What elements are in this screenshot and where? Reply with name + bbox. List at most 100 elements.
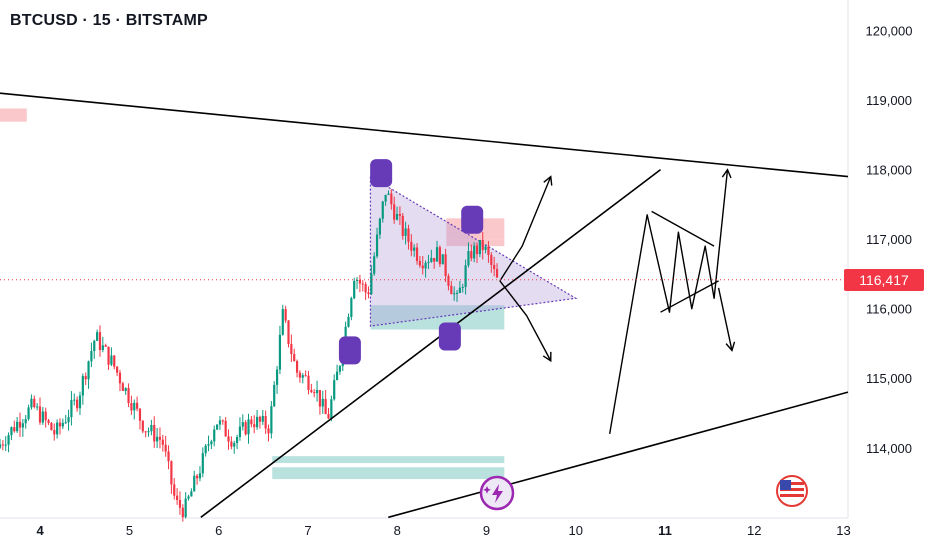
candle-body [490, 254, 493, 265]
candle-body [495, 268, 499, 278]
us-flag-icon[interactable] [776, 475, 808, 507]
candle-body [404, 228, 407, 236]
candle-body [193, 475, 196, 492]
projection-arrow [499, 280, 552, 362]
candle-body [367, 292, 370, 295]
y-tick-label: 116,000 [866, 302, 912, 317]
price-axis[interactable]: 114,000 115,000 116,000 117,000 118,000 119,0… [866, 24, 913, 456]
candle-body [430, 257, 433, 262]
candle-body [493, 264, 496, 269]
candle-body [113, 355, 116, 367]
candle-body [38, 406, 42, 423]
candle-body [290, 344, 293, 355]
candle-body [398, 213, 401, 216]
x-tick-label: 11 [658, 523, 672, 538]
y-tick-label: 119,000 [866, 93, 912, 108]
demand-zone [272, 456, 505, 464]
candle-body [218, 420, 222, 425]
candle-body [244, 422, 247, 435]
candle-body [207, 444, 210, 446]
candle-body [241, 422, 244, 427]
candle-body [384, 194, 387, 202]
candle-body [444, 254, 447, 277]
candle-body [213, 429, 216, 442]
candle-body [0, 444, 2, 448]
time-axis[interactable]: 4 5 6 7 8 9 10 11 12 13 [37, 523, 851, 538]
candle-body [224, 420, 227, 437]
candle-body [433, 257, 436, 262]
candle-body [370, 273, 373, 295]
swing-marker [461, 205, 484, 234]
candle-body [10, 427, 13, 436]
x-tick-label: 13 [836, 523, 850, 538]
candle-body [198, 473, 202, 479]
candle-body [30, 398, 33, 408]
candle-body [450, 285, 453, 295]
candle-body [327, 414, 330, 419]
candle-body [41, 411, 44, 423]
candle-body [453, 293, 456, 295]
zones-layer [0, 108, 505, 480]
projection-arrow [608, 169, 729, 434]
candle-body [147, 431, 150, 433]
candle-body [118, 372, 122, 384]
candle-body [258, 416, 262, 422]
trendline [200, 169, 662, 518]
candle-body [410, 241, 413, 251]
candle-body [221, 420, 224, 422]
candle-body [281, 309, 284, 335]
candle-body [358, 279, 362, 284]
x-tick-label: 5 [126, 523, 133, 538]
candle-body [335, 371, 339, 381]
candle-body [27, 407, 30, 420]
candle-body [201, 453, 204, 474]
x-tick-label: 7 [304, 523, 311, 538]
candle-body [230, 441, 233, 447]
candle-body [387, 193, 390, 195]
candle-body [116, 366, 119, 373]
candle-body [470, 251, 473, 259]
candle-body [61, 422, 64, 427]
candle-body [330, 399, 333, 419]
candle-body [264, 415, 267, 429]
candle-body [401, 215, 404, 236]
chart-title: BTCUSD · 15 · BITSTAMP [10, 12, 208, 29]
candle-body [313, 392, 316, 394]
candle-body [287, 320, 290, 345]
candle-body [427, 261, 430, 263]
candle-body [136, 402, 139, 409]
lightning-icon[interactable] [479, 475, 515, 511]
candle-body [373, 256, 376, 274]
candle-body [144, 431, 147, 433]
candle-body [215, 424, 219, 430]
candle-body [4, 444, 7, 446]
candle-body [301, 375, 304, 378]
swing-marker [338, 336, 361, 365]
candle-body [473, 245, 476, 259]
candle-body [304, 375, 307, 377]
candle-body [96, 332, 99, 341]
candle-body [293, 354, 296, 362]
trendlines-layer [0, 92, 849, 519]
markers-layer [338, 159, 484, 365]
candle-body [353, 280, 356, 299]
candle-body [318, 389, 322, 407]
candle-body [364, 284, 367, 293]
x-tick-label: 8 [394, 523, 401, 538]
candle-body [235, 437, 239, 443]
candle-body [16, 421, 19, 432]
candle-body [21, 423, 24, 428]
candle-body [7, 435, 10, 445]
candle-body [76, 399, 79, 409]
candle-body [184, 498, 187, 518]
candle-body [238, 426, 242, 438]
candle-body [455, 292, 459, 294]
swing-marker [438, 322, 461, 351]
y-tick-label: 114,000 [866, 441, 912, 456]
candle-body [138, 408, 142, 421]
candle-body [447, 276, 450, 286]
candle-body [461, 287, 464, 289]
candle-body [210, 441, 213, 445]
candle-body [458, 287, 461, 293]
